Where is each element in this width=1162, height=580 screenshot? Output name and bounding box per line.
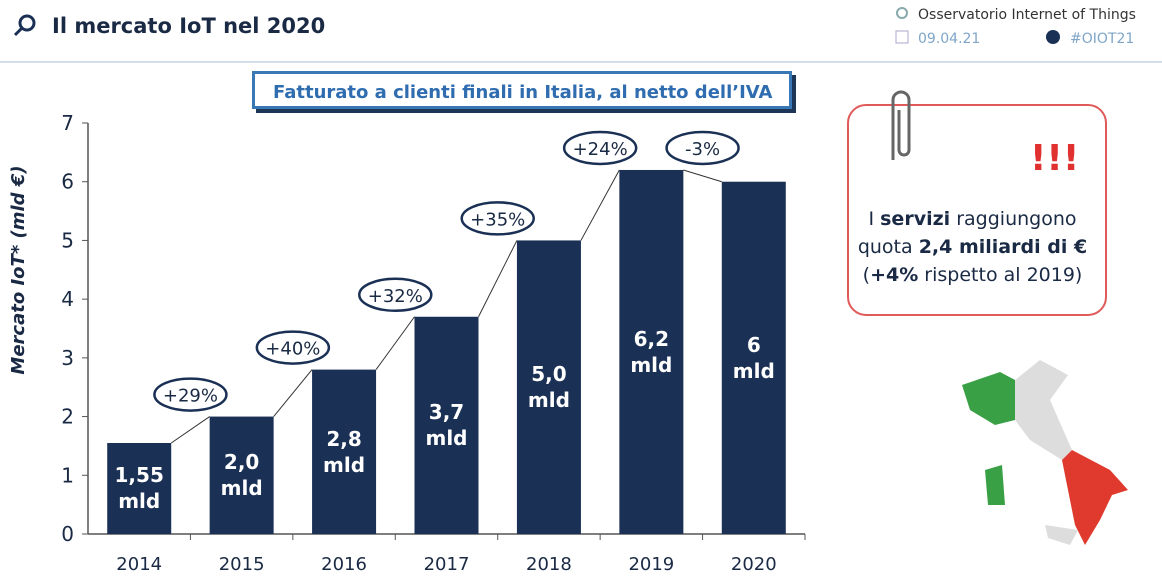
exclamation: !!! bbox=[1030, 138, 1079, 179]
growth-label: +40% bbox=[265, 339, 320, 360]
note-part: rispetto al 2019) bbox=[918, 264, 1083, 286]
connector bbox=[170, 416, 210, 444]
connector bbox=[478, 240, 518, 317]
y-tick-label: 6 bbox=[61, 170, 74, 194]
bar bbox=[107, 442, 172, 534]
chart-subtitle: Fatturato a clienti finali in Italia, al… bbox=[252, 71, 792, 109]
note-part: ( bbox=[862, 264, 871, 286]
x-tick-label: 2016 bbox=[321, 554, 367, 575]
note-part: servizi bbox=[880, 208, 951, 230]
growth-bubble bbox=[358, 277, 433, 313]
x-tick-label: 2017 bbox=[424, 554, 470, 575]
note-part: raggiungono quota bbox=[857, 208, 1077, 258]
bar bbox=[312, 369, 377, 534]
x-tick-label: 2014 bbox=[116, 554, 162, 575]
note-part: I bbox=[868, 208, 881, 230]
bar bbox=[414, 316, 479, 534]
x-tick-label: 2020 bbox=[731, 554, 777, 575]
y-axis-label: Mercato IoT* (mld €) bbox=[8, 165, 29, 374]
value-label: 3,7 mld bbox=[425, 400, 468, 451]
organization: Osservatorio Internet of Things bbox=[918, 7, 1136, 23]
x-tick-label: 2018 bbox=[526, 554, 572, 575]
growth-label: -3% bbox=[685, 139, 720, 160]
value-label: 2,8 mld bbox=[323, 426, 366, 477]
bar bbox=[209, 416, 274, 534]
growth-label: +24% bbox=[573, 139, 628, 160]
y-tick-label: 0 bbox=[61, 522, 74, 546]
growth-bubble bbox=[665, 130, 740, 166]
y-tick-label: 2 bbox=[61, 405, 74, 429]
y-tick-label: 7 bbox=[61, 111, 74, 135]
value-label: 5,0 mld bbox=[527, 362, 570, 413]
note-part: +4% bbox=[870, 264, 919, 286]
connector bbox=[375, 316, 415, 370]
growth-bubble bbox=[153, 377, 228, 412]
growth-label: +29% bbox=[163, 386, 218, 407]
growth-label: +32% bbox=[368, 286, 423, 307]
y-tick-label: 1 bbox=[61, 463, 74, 487]
page-title: Il mercato IoT nel 2020 bbox=[52, 14, 325, 38]
y-tick-label: 4 bbox=[61, 287, 74, 311]
note-part: 2,4 miliardi di € bbox=[918, 236, 1088, 258]
date: 09.04.21 bbox=[918, 31, 980, 47]
bar bbox=[619, 169, 684, 534]
value-label: 2,0 mld bbox=[220, 450, 263, 501]
growth-bubble bbox=[460, 201, 535, 236]
org-icon bbox=[896, 7, 908, 19]
y-tick-label: 3 bbox=[61, 346, 74, 370]
value-label: 6,2 mld bbox=[630, 326, 673, 377]
bar bbox=[516, 240, 581, 534]
paperclip bbox=[891, 90, 911, 160]
x-tick-label: 2019 bbox=[628, 554, 674, 575]
date-icon bbox=[895, 30, 909, 44]
growth-bubble bbox=[255, 330, 331, 365]
connector bbox=[273, 369, 313, 417]
connector bbox=[580, 169, 620, 241]
logo-icon bbox=[13, 26, 24, 37]
bar bbox=[721, 181, 786, 534]
logo-icon bbox=[18, 14, 36, 32]
value-label: 6 mld bbox=[732, 332, 775, 383]
note-text: I servizi raggiungono quota 2,4 miliardi… bbox=[850, 205, 1095, 289]
connector bbox=[683, 169, 722, 183]
italy-map bbox=[962, 360, 1128, 545]
growth-label: +35% bbox=[470, 209, 525, 230]
value-label: 1,55 mld bbox=[114, 463, 164, 514]
twitter-icon bbox=[1046, 30, 1060, 44]
y-tick-label: 5 bbox=[61, 228, 74, 252]
x-tick-label: 2015 bbox=[219, 554, 265, 575]
hashtag: #OIOT21 bbox=[1070, 31, 1134, 47]
note-box bbox=[847, 104, 1107, 316]
growth-bubble bbox=[562, 130, 638, 166]
